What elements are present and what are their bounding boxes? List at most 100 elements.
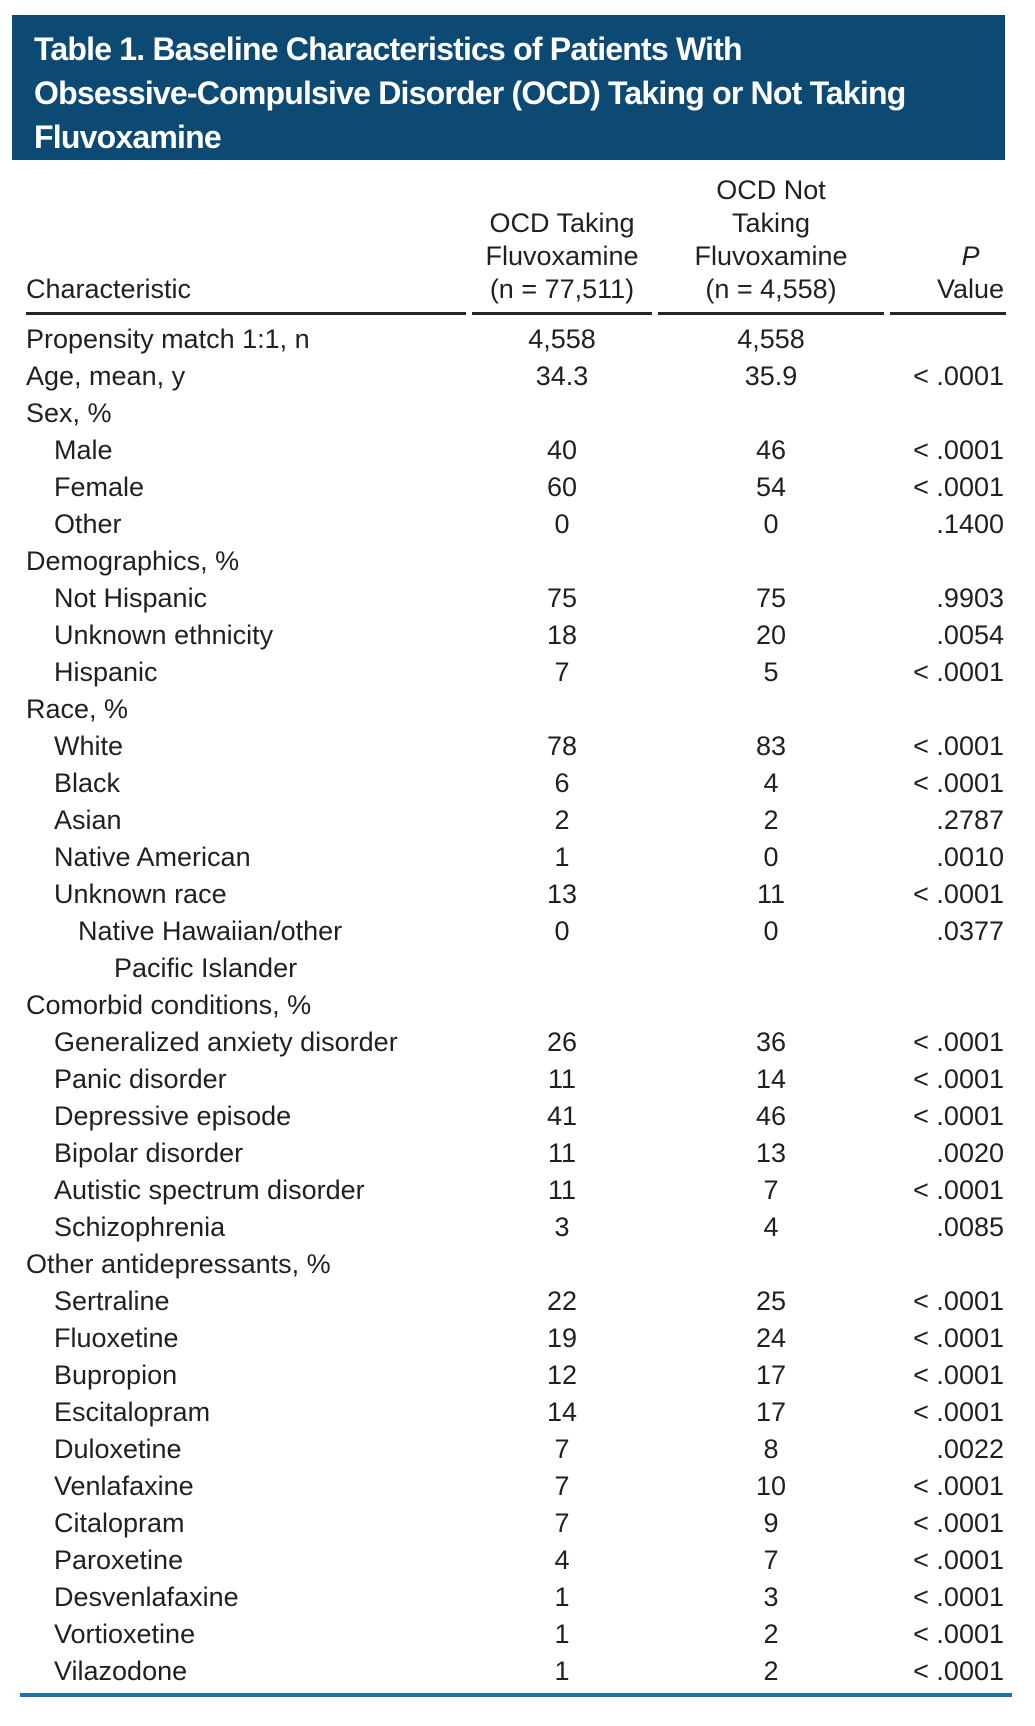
table-row: Venlafaxine 7 10 < .0001 [26, 1468, 1006, 1505]
table-row: Unknown ethnicity 18 20 .0054 [26, 617, 1006, 654]
p-value: < .0001 [913, 1471, 1004, 1501]
value-taking-fluvoxamine: 13 [546, 879, 578, 909]
value-not-taking-fluvoxamine: 25 [755, 1286, 787, 1316]
row-label: Generalized anxiety disorder [54, 1027, 398, 1057]
value-not-taking-fluvoxamine: 46 [755, 435, 787, 465]
value-taking-fluvoxamine: 2 [554, 805, 570, 835]
row-label: Vortioxetine [54, 1619, 196, 1649]
p-value: < .0001 [913, 1619, 1004, 1649]
row-label: Age, mean, y [26, 361, 186, 391]
value-not-taking-fluvoxamine: 35.9 [744, 361, 798, 391]
row-label: Male [54, 435, 113, 465]
value-taking-fluvoxamine: 3 [554, 1212, 570, 1242]
value-not-taking-fluvoxamine: 0 [763, 916, 779, 946]
value-taking-fluvoxamine: 34.3 [535, 361, 589, 391]
value-taking-fluvoxamine: 18 [546, 620, 578, 650]
p-value: .1400 [936, 509, 1004, 539]
table-row: Citalopram 7 9 < .0001 [26, 1505, 1006, 1542]
value-taking-fluvoxamine: 41 [546, 1101, 578, 1131]
table-row: Depressive episode 41 46 < .0001 [26, 1098, 1006, 1135]
value-taking-fluvoxamine: 7 [554, 1508, 570, 1538]
value-not-taking-fluvoxamine: 2 [763, 805, 779, 835]
value-not-taking-fluvoxamine: 24 [755, 1323, 787, 1353]
table-row: Vortioxetine 1 2 < .0001 [26, 1616, 1006, 1653]
table-row: Male 40 46 < .0001 [26, 432, 1006, 469]
p-value [890, 1246, 1006, 1283]
value-not-taking-fluvoxamine: 11 [756, 879, 786, 909]
value-taking-fluvoxamine: 60 [546, 472, 578, 502]
value-taking-fluvoxamine: 75 [546, 583, 578, 613]
value-taking-fluvoxamine: 7 [554, 1471, 570, 1501]
value-taking-fluvoxamine: 26 [546, 1027, 578, 1057]
row-label: Hispanic [54, 657, 158, 687]
value-not-taking-fluvoxamine [658, 395, 884, 432]
value-not-taking-fluvoxamine: 17 [755, 1397, 787, 1427]
table-row: Demographics, % [26, 543, 1006, 580]
table-title-line-3: Fluvoxamine [34, 119, 222, 155]
row-label: Sex, % [26, 398, 112, 428]
value-taking-fluvoxamine: 0 [554, 509, 570, 539]
value-not-taking-fluvoxamine [658, 1246, 884, 1283]
value-taking-fluvoxamine: 11 [547, 1175, 577, 1205]
row-label: Autistic spectrum disorder [54, 1175, 365, 1205]
table-row: Female 60 54 < .0001 [26, 469, 1006, 506]
table-row: Escitalopram 14 17 < .0001 [26, 1394, 1006, 1431]
table-row: Black 6 4 < .0001 [26, 765, 1006, 802]
p-value: < .0001 [913, 472, 1004, 502]
value-not-taking-fluvoxamine: 4,558 [737, 324, 805, 354]
table-row: Native American 1 0 .0010 [26, 839, 1006, 876]
value-not-taking-fluvoxamine [658, 691, 884, 728]
row-label: Bipolar disorder [54, 1138, 244, 1168]
table-row: Duloxetine 7 8 .0022 [26, 1431, 1006, 1468]
p-value: < .0001 [913, 1656, 1004, 1686]
row-label: Desvenlafaxine [54, 1582, 239, 1612]
row-label: Duloxetine [54, 1434, 182, 1464]
table-row: Age, mean, y 34.3 35.9 < .0001 [26, 358, 1006, 395]
table-row: Autistic spectrum disorder 11 7 < .0001 [26, 1172, 1006, 1209]
value-taking-fluvoxamine: 1 [554, 1656, 570, 1686]
p-value: < .0001 [913, 731, 1004, 761]
row-label: Not Hispanic [54, 583, 208, 613]
row-label: Comorbid conditions, % [26, 990, 312, 1020]
value-not-taking-fluvoxamine: 7 [763, 1175, 779, 1205]
value-taking-fluvoxamine [472, 395, 652, 432]
p-value [890, 543, 1006, 580]
table-row: Fluoxetine 19 24 < .0001 [26, 1320, 1006, 1357]
row-label: Demographics, % [26, 546, 240, 576]
p-value [890, 395, 1006, 432]
table-row: Race, % [26, 691, 1006, 728]
col-header-ocd-not-taking-fluvoxamine: OCD Not Taking Fluvoxamine (n = 4,558) [658, 166, 884, 315]
value-taking-fluvoxamine: 4 [554, 1545, 570, 1575]
value-not-taking-fluvoxamine [658, 543, 884, 580]
row-label: Unknown ethnicity [54, 620, 274, 650]
value-taking-fluvoxamine [472, 1246, 652, 1283]
value-taking-fluvoxamine: 12 [546, 1360, 578, 1390]
table-row: Schizophrenia 3 4 .0085 [26, 1209, 1006, 1246]
value-taking-fluvoxamine: 11 [547, 1138, 577, 1168]
value-not-taking-fluvoxamine: 14 [755, 1064, 787, 1094]
row-label: Fluoxetine [54, 1323, 179, 1353]
value-not-taking-fluvoxamine: 83 [755, 731, 787, 761]
table-row: Not Hispanic 75 75 .9903 [26, 580, 1006, 617]
value-not-taking-fluvoxamine: 4 [763, 768, 779, 798]
p-value: .9903 [936, 583, 1004, 613]
table-row: Bipolar disorder 11 13 .0020 [26, 1135, 1006, 1172]
p-value: .0377 [936, 916, 1004, 946]
col-header-ocd-taking-fluvoxamine: OCD Taking Fluvoxamine (n = 77,511) [472, 166, 652, 315]
table-row: Generalized anxiety disorder 26 36 < .00… [26, 1024, 1006, 1061]
row-label: Venlafaxine [54, 1471, 194, 1501]
value-not-taking-fluvoxamine: 0 [763, 842, 779, 872]
table-title-line-2: Obsessive-Compulsive Disorder (OCD) Taki… [34, 75, 906, 111]
table-row: Desvenlafaxine 1 3 < .0001 [26, 1579, 1006, 1616]
table-row: Native Hawaiian/other Pacific Islander 0… [26, 913, 1006, 987]
row-label: Asian [54, 805, 122, 835]
p-value: .0085 [936, 1212, 1004, 1242]
value-taking-fluvoxamine: 1 [554, 842, 570, 872]
row-label: Female [54, 472, 145, 502]
value-taking-fluvoxamine: 6 [554, 768, 570, 798]
p-value: < .0001 [913, 657, 1004, 687]
value-taking-fluvoxamine [472, 543, 652, 580]
table-row: Sex, % [26, 395, 1006, 432]
value-not-taking-fluvoxamine: 2 [763, 1656, 779, 1686]
row-label: White [54, 731, 124, 761]
